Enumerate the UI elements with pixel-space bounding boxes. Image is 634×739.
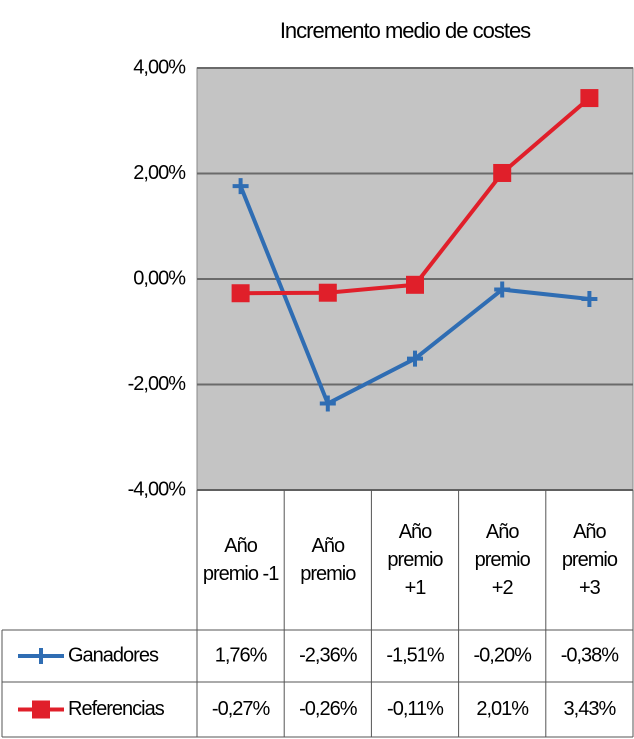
value-label: -1,51% — [386, 644, 445, 666]
x-tick-label: Año premio — [300, 535, 356, 585]
value-label: -0,26% — [299, 698, 358, 720]
marker — [232, 178, 249, 195]
marker — [493, 163, 512, 182]
value-label: -0,38% — [561, 644, 620, 666]
x-tick-label: Año premio +2 — [474, 521, 531, 599]
value-label: 3,43% — [564, 698, 617, 720]
marker — [581, 291, 598, 308]
value-label: 2,01% — [476, 698, 529, 720]
y-tick-label: 2,00% — [133, 162, 186, 184]
y-tick-label: -4,00% — [128, 478, 187, 500]
marker — [231, 284, 250, 303]
x-tick-label-box: Año premio +1 — [387, 521, 443, 599]
y-tick-label: -2,00% — [128, 373, 187, 395]
legend-label: Ganadores — [68, 644, 159, 666]
x-tick-label-box: Año premio — [300, 535, 356, 585]
x-tick-label-box: Año premio -1 — [202, 535, 279, 585]
y-tick-label: 0,00% — [133, 267, 186, 289]
value-label: -0,11% — [387, 698, 444, 720]
x-tick-label-box: Año premio +2 — [474, 521, 531, 599]
legend-label: Referencias — [68, 698, 165, 720]
value-label: -0,27% — [212, 698, 271, 720]
x-tick-label-box: Año premio +3 — [561, 521, 618, 599]
value-label: -2,36% — [299, 644, 358, 666]
marker — [319, 395, 336, 412]
legend-marker — [32, 700, 50, 719]
marker — [406, 275, 424, 294]
x-tick-label: Año premio -1 — [202, 535, 279, 585]
marker — [318, 283, 337, 302]
legend-marker — [33, 648, 49, 664]
marker — [407, 350, 423, 367]
y-tick-label: 4,00% — [133, 56, 186, 78]
marker — [580, 89, 599, 108]
value-label: -0,20% — [474, 644, 533, 666]
value-label: 1,76% — [215, 644, 268, 666]
x-tick-label: Año premio +3 — [561, 521, 618, 599]
chart-title: Incremento medio de costes — [280, 18, 531, 43]
marker — [494, 281, 511, 298]
x-tick-label: Año premio +1 — [387, 521, 443, 599]
